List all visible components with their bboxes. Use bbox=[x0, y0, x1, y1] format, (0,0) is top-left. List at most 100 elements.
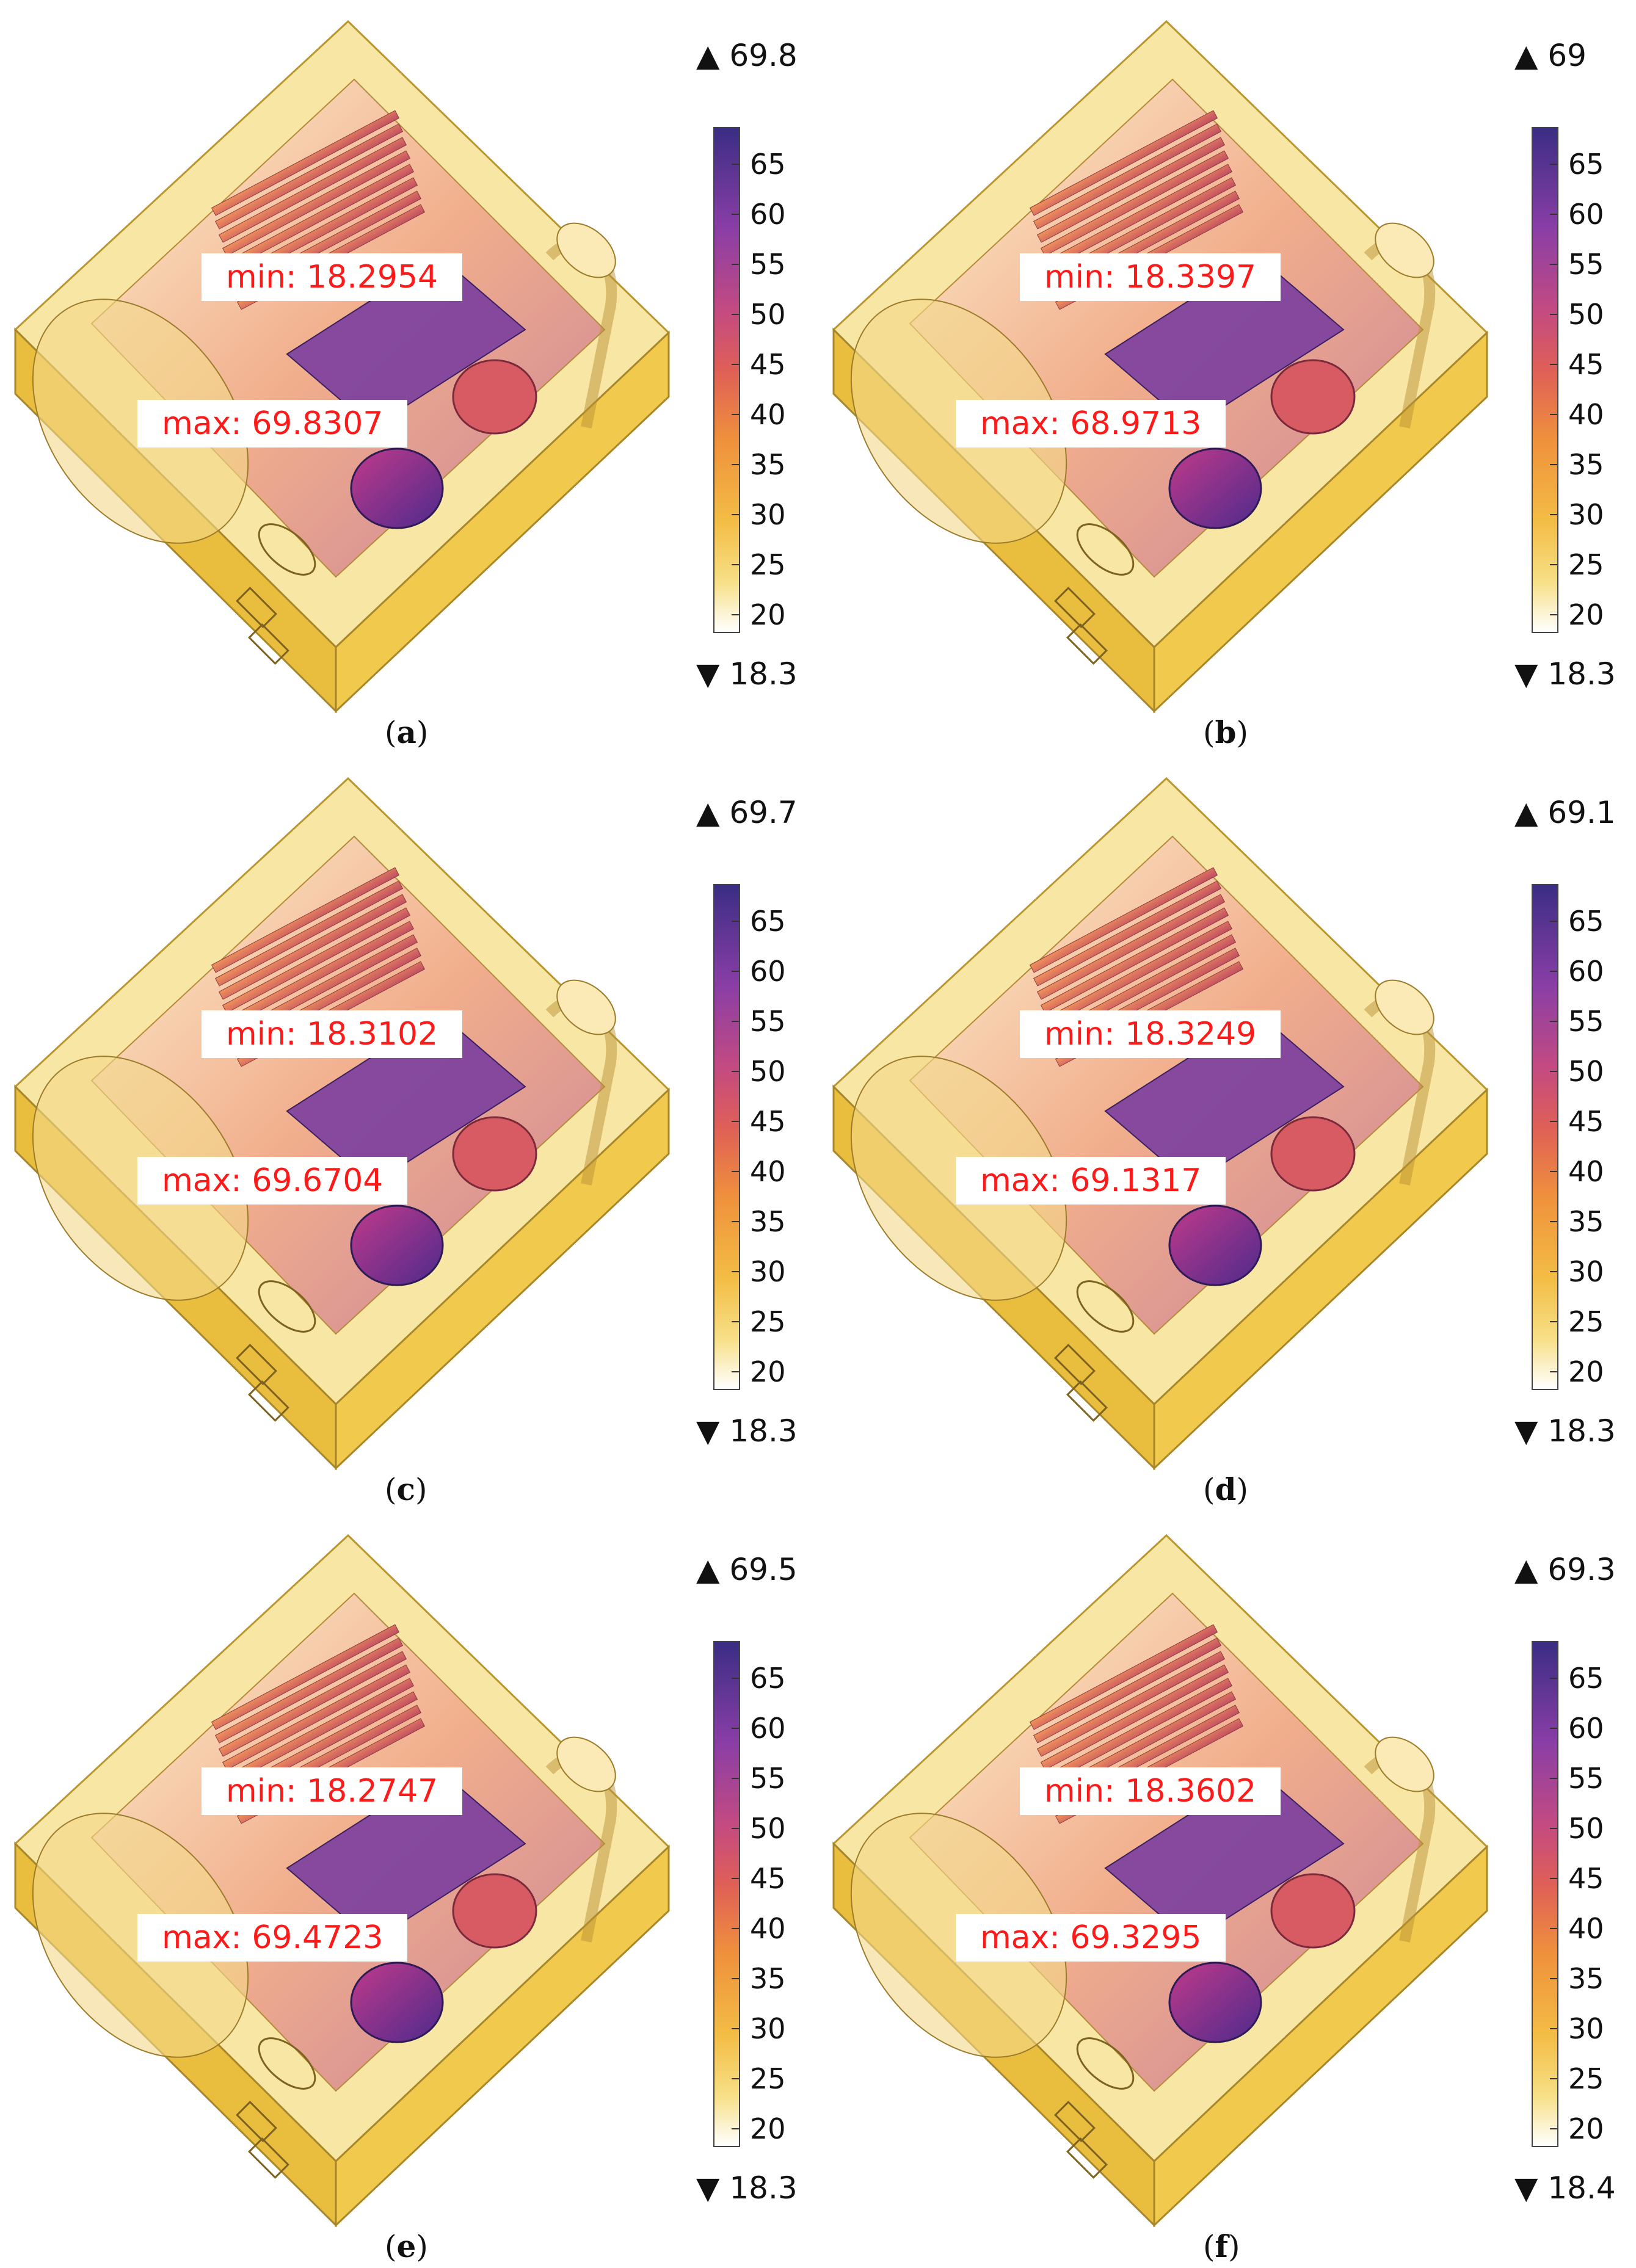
colorbar-tickmark bbox=[1550, 514, 1557, 515]
colorbar-tick-label: 55 bbox=[750, 248, 786, 281]
colorbar-tickmark bbox=[1550, 414, 1557, 415]
colorbar-tick-label: 65 bbox=[1568, 148, 1604, 181]
colorbar-tickmark bbox=[732, 514, 739, 515]
colorbar-tick-label: 40 bbox=[750, 1912, 786, 1945]
max-annotation: max: 69.3295 bbox=[956, 1914, 1226, 1962]
down-triangle-icon: ▼ bbox=[696, 1413, 720, 1449]
colorbar-min: ▼ 18.4 bbox=[1514, 2170, 1616, 2206]
min-annotation: min: 18.2747 bbox=[202, 1767, 463, 1815]
capacitor-front bbox=[350, 1205, 444, 1286]
colorbar-tick-label: 25 bbox=[1568, 1305, 1604, 1338]
enclosure-render bbox=[832, 1534, 1489, 2228]
colorbar-tickmark bbox=[1550, 1171, 1557, 1172]
colorbar bbox=[1532, 884, 1558, 1390]
box-right-wall bbox=[335, 1844, 670, 2228]
panel-c: min: 18.3102 max: 69.6704 ▲ 69.7 65 60 55 50 45… bbox=[0, 757, 818, 1511]
enclosure-render bbox=[13, 20, 671, 714]
colorbar-tick-label: 30 bbox=[1568, 1255, 1604, 1288]
colorbar-tickmark bbox=[1550, 1371, 1557, 1372]
colorbar-tick-label: 60 bbox=[750, 955, 786, 988]
cutout-1 bbox=[236, 1344, 277, 1385]
colorbar-tickmark bbox=[1550, 971, 1557, 972]
min-annotation: min: 18.3249 bbox=[1020, 1010, 1281, 1058]
colorbar-max: ▲ 69 bbox=[1514, 38, 1587, 73]
colorbar-tickmark bbox=[732, 1221, 739, 1222]
colorbar-tick-label: 30 bbox=[1568, 498, 1604, 531]
colorbar-tick-label: 30 bbox=[750, 2012, 786, 2045]
capacitor-front bbox=[1168, 1205, 1262, 1286]
heat-sink bbox=[1029, 110, 1244, 310]
colorbar-tick-label: 45 bbox=[1568, 1862, 1604, 1895]
colorbar-tick-label: 45 bbox=[750, 1862, 786, 1895]
colorbar-tick-label: 50 bbox=[1568, 1055, 1604, 1088]
enclosure-render bbox=[832, 20, 1489, 714]
colorbar-tick-label: 55 bbox=[1568, 248, 1604, 281]
colorbar-tick-label: 65 bbox=[750, 1662, 786, 1695]
cutout-oval bbox=[1076, 1280, 1135, 1333]
cutout-1 bbox=[1054, 1344, 1096, 1385]
panel-letter: f bbox=[1215, 2228, 1229, 2264]
capacitor-front bbox=[350, 447, 444, 529]
enclosure-render bbox=[13, 1534, 671, 2228]
colorbar bbox=[1532, 1641, 1558, 2147]
box-right-wall bbox=[335, 330, 670, 714]
cutout-1 bbox=[236, 587, 277, 628]
colorbar-tickmark bbox=[1550, 214, 1557, 215]
colorbar-tickmark bbox=[732, 1878, 739, 1879]
colorbar-tick-label: 20 bbox=[1568, 2112, 1604, 2145]
min-annotation: min: 18.3397 bbox=[1020, 253, 1281, 301]
colorbar-min-value: 18.3 bbox=[1547, 656, 1616, 692]
colorbar-tickmark bbox=[732, 1021, 739, 1022]
cutout-1 bbox=[1054, 587, 1096, 628]
box-right-wall bbox=[1153, 1844, 1488, 2228]
colorbar-tick-label: 65 bbox=[750, 148, 786, 181]
colorbar-tickmark bbox=[732, 1121, 739, 1122]
colorbar-tick-label: 50 bbox=[1568, 298, 1604, 331]
colorbar-tick-label: 25 bbox=[750, 1305, 786, 1338]
colorbar-tick-label: 35 bbox=[1568, 448, 1604, 481]
colorbar-tick-label: 60 bbox=[1568, 1712, 1604, 1745]
colorbar-tickmark bbox=[732, 971, 739, 972]
colorbar-tickmark bbox=[732, 2128, 739, 2129]
colorbar-max-value: 69.5 bbox=[729, 1552, 798, 1587]
colorbar-tickmark bbox=[732, 1928, 739, 1929]
colorbar-min-value: 18.3 bbox=[729, 1413, 798, 1449]
colorbar-tick-label: 55 bbox=[750, 1005, 786, 1038]
nozzle bbox=[556, 222, 616, 278]
colorbar-tick-label: 60 bbox=[750, 198, 786, 231]
panel-a: min: 18.2954 max: 69.8307 ▲ 69.8 65 60 55 50 45… bbox=[0, 0, 818, 754]
up-triangle-icon: ▲ bbox=[1514, 1552, 1538, 1587]
cutout-2 bbox=[1066, 2137, 1108, 2179]
nozzle bbox=[1375, 222, 1434, 278]
colorbar-tickmark bbox=[1550, 1021, 1557, 1022]
colorbar-tickmark bbox=[732, 364, 739, 365]
colorbar-tickmark bbox=[732, 1271, 739, 1272]
colorbar-tick-label: 55 bbox=[1568, 1005, 1604, 1038]
colorbar-tick-label: 35 bbox=[750, 1962, 786, 1995]
colorbar-tickmark bbox=[1550, 1121, 1557, 1122]
colorbar bbox=[713, 1641, 740, 2147]
panel-b: min: 18.3397 max: 68.9713 ▲ 69 65 60 55 50 45 40… bbox=[818, 0, 1636, 754]
colorbar-tick-label: 40 bbox=[1568, 398, 1604, 431]
colorbar-tickmark bbox=[732, 1828, 739, 1829]
colorbar-min-value: 18.3 bbox=[1547, 1413, 1616, 1449]
colorbar-tick-label: 60 bbox=[750, 1712, 786, 1745]
colorbar-tick-label: 55 bbox=[1568, 1762, 1604, 1795]
colorbar-tick-label: 65 bbox=[750, 905, 786, 938]
colorbar-tick-label: 65 bbox=[1568, 1662, 1604, 1695]
panel-letter: d bbox=[1215, 1471, 1237, 1507]
panel-letter: a bbox=[396, 714, 416, 750]
colorbar-tick-label: 20 bbox=[750, 598, 786, 631]
colorbar-tick-label: 45 bbox=[750, 348, 786, 381]
colorbar-tickmark bbox=[1550, 2028, 1557, 2029]
colorbar-tickmark bbox=[1550, 1828, 1557, 1829]
colorbar-tick-label: 35 bbox=[750, 448, 786, 481]
colorbar-tickmark bbox=[732, 2078, 739, 2079]
colorbar-tickmark bbox=[732, 1978, 739, 1979]
colorbar-tickmark bbox=[732, 614, 739, 615]
colorbar-tickmark bbox=[1550, 264, 1557, 265]
down-triangle-icon: ▼ bbox=[696, 656, 720, 692]
colorbar-tickmark bbox=[1550, 1271, 1557, 1272]
cutout-oval bbox=[258, 1280, 316, 1333]
cutout-1 bbox=[1054, 2101, 1096, 2142]
